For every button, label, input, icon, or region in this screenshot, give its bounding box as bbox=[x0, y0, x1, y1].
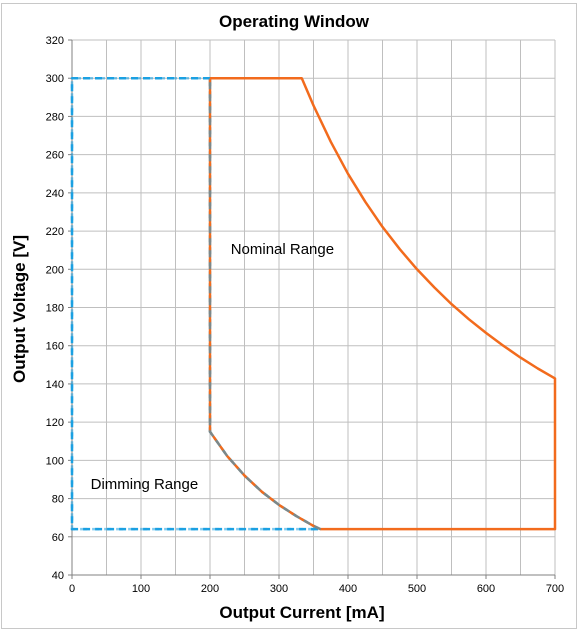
x-tick-label: 700 bbox=[546, 583, 564, 595]
y-tick-label: 260 bbox=[46, 150, 64, 162]
y-tick-label: 140 bbox=[46, 379, 64, 391]
y-tick-label: 300 bbox=[46, 73, 64, 85]
x-axis-title: Output Current [mA] bbox=[219, 603, 384, 622]
annotation-label: Dimming Range bbox=[91, 476, 199, 493]
x-tick-label: 600 bbox=[477, 583, 495, 595]
y-tick-label: 40 bbox=[52, 570, 64, 582]
y-tick-label: 160 bbox=[46, 341, 64, 353]
y-tick-label: 240 bbox=[46, 188, 64, 200]
y-tick-label: 60 bbox=[52, 532, 64, 544]
x-tick-label: 300 bbox=[270, 583, 288, 595]
dimming-range-overlay bbox=[70, 76, 321, 531]
series bbox=[70, 76, 557, 531]
chart-title: Operating Window bbox=[219, 12, 370, 31]
annotation-label: Nominal Range bbox=[231, 241, 334, 258]
y-tick-label: 320 bbox=[46, 35, 64, 47]
x-tick-label: 100 bbox=[132, 583, 150, 595]
annotations: Nominal Range Dimming Range bbox=[91, 241, 334, 493]
chart-frame bbox=[1, 3, 577, 629]
x-tick-label: 200 bbox=[201, 583, 219, 595]
x-tick-label: 400 bbox=[339, 583, 357, 595]
y-tick-label: 220 bbox=[46, 226, 64, 238]
y-tick-label: 100 bbox=[46, 455, 64, 467]
y-tick-label: 200 bbox=[46, 264, 64, 276]
x-tick-label: 0 bbox=[69, 583, 75, 595]
y-tick-label: 280 bbox=[46, 111, 64, 123]
y-tick-label: 120 bbox=[46, 417, 64, 429]
y-tick-label: 180 bbox=[46, 303, 64, 315]
tick-labels: 40 60 80 100 120 140 160 180 200 220 240 260 280 300 3… bbox=[46, 35, 565, 595]
x-tick-label: 500 bbox=[408, 583, 426, 595]
grid bbox=[68, 39, 556, 579]
y-axis-title: Output Voltage [V] bbox=[10, 235, 29, 383]
y-tick-label: 80 bbox=[52, 494, 64, 506]
dimming-range-line bbox=[70, 76, 322, 531]
